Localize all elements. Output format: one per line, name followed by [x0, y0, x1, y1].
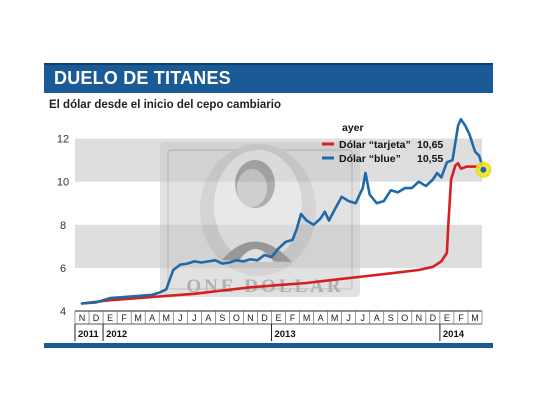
- footer-band: [44, 343, 493, 348]
- x-tick-label: A: [374, 313, 380, 323]
- series-layer: [80, 117, 492, 305]
- x-tick-label: A: [318, 313, 324, 323]
- x-tick-label: S: [388, 313, 394, 323]
- x-tick-label: A: [205, 313, 211, 323]
- x-tick-label: F: [458, 313, 464, 323]
- x-tick-label: J: [178, 313, 183, 323]
- x-tick-label: M: [471, 313, 479, 323]
- x-tick-label: J: [346, 313, 351, 323]
- x-tick-label: M: [162, 313, 170, 323]
- legend-heading: ayer: [342, 122, 364, 134]
- year-label: 2011: [78, 329, 99, 340]
- x-tick-label: D: [261, 313, 268, 323]
- legend-label-tarjeta: Dólar “tarjeta”: [339, 139, 411, 151]
- x-tick-label: M: [303, 313, 311, 323]
- x-tick-label: M: [134, 313, 142, 323]
- x-tick-label: E: [107, 313, 113, 323]
- legend-value-tarjeta: 10,65: [417, 139, 443, 151]
- x-tick-label: S: [219, 313, 225, 323]
- chart-subtitle: El dólar desde el inicio del cepo cambia…: [49, 99, 281, 111]
- x-tick-label: E: [444, 313, 450, 323]
- x-tick-label: J: [360, 313, 365, 323]
- y-tick-label: 4: [60, 306, 66, 318]
- x-tick-label: O: [401, 313, 408, 323]
- banknote-portrait-image: ONE DOLLAR: [160, 142, 360, 297]
- x-tick-label: F: [121, 313, 127, 323]
- x-tick-label: N: [416, 313, 423, 323]
- y-tick-label: 6: [60, 263, 66, 275]
- x-tick-label: O: [233, 313, 240, 323]
- x-tick-label: J: [192, 313, 197, 323]
- y-tick-label: 12: [57, 134, 69, 146]
- x-tick-label: F: [290, 313, 296, 323]
- x-tick-label: M: [331, 313, 339, 323]
- legend: ayer Dólar “tarjeta” 10,65 Dólar “blue” …: [322, 122, 443, 165]
- legend-value-blue: 10,55: [417, 153, 443, 165]
- x-tick-label: D: [93, 313, 100, 323]
- x-tick-label: E: [275, 313, 281, 323]
- x-tick-label: D: [430, 313, 437, 323]
- x-tick-label: A: [149, 313, 155, 323]
- year-label: 2014: [443, 329, 465, 340]
- x-tick-label: N: [79, 313, 86, 323]
- series-line: [80, 117, 485, 305]
- series-line: [80, 162, 485, 305]
- y-tick-label: 10: [57, 177, 69, 189]
- latest-value-point: [480, 166, 487, 173]
- year-label: 2012: [106, 329, 127, 340]
- y-tick-label: 8: [60, 220, 66, 232]
- y-axis: 4 6 8 10 12: [57, 134, 69, 318]
- chart-title: DUELO DE TITANES: [54, 68, 231, 88]
- legend-label-blue: Dólar “blue”: [339, 153, 401, 165]
- chart-header-band: DUELO DE TITANES: [44, 63, 493, 93]
- x-tick-label: N: [247, 313, 254, 323]
- year-label: 2013: [274, 329, 295, 340]
